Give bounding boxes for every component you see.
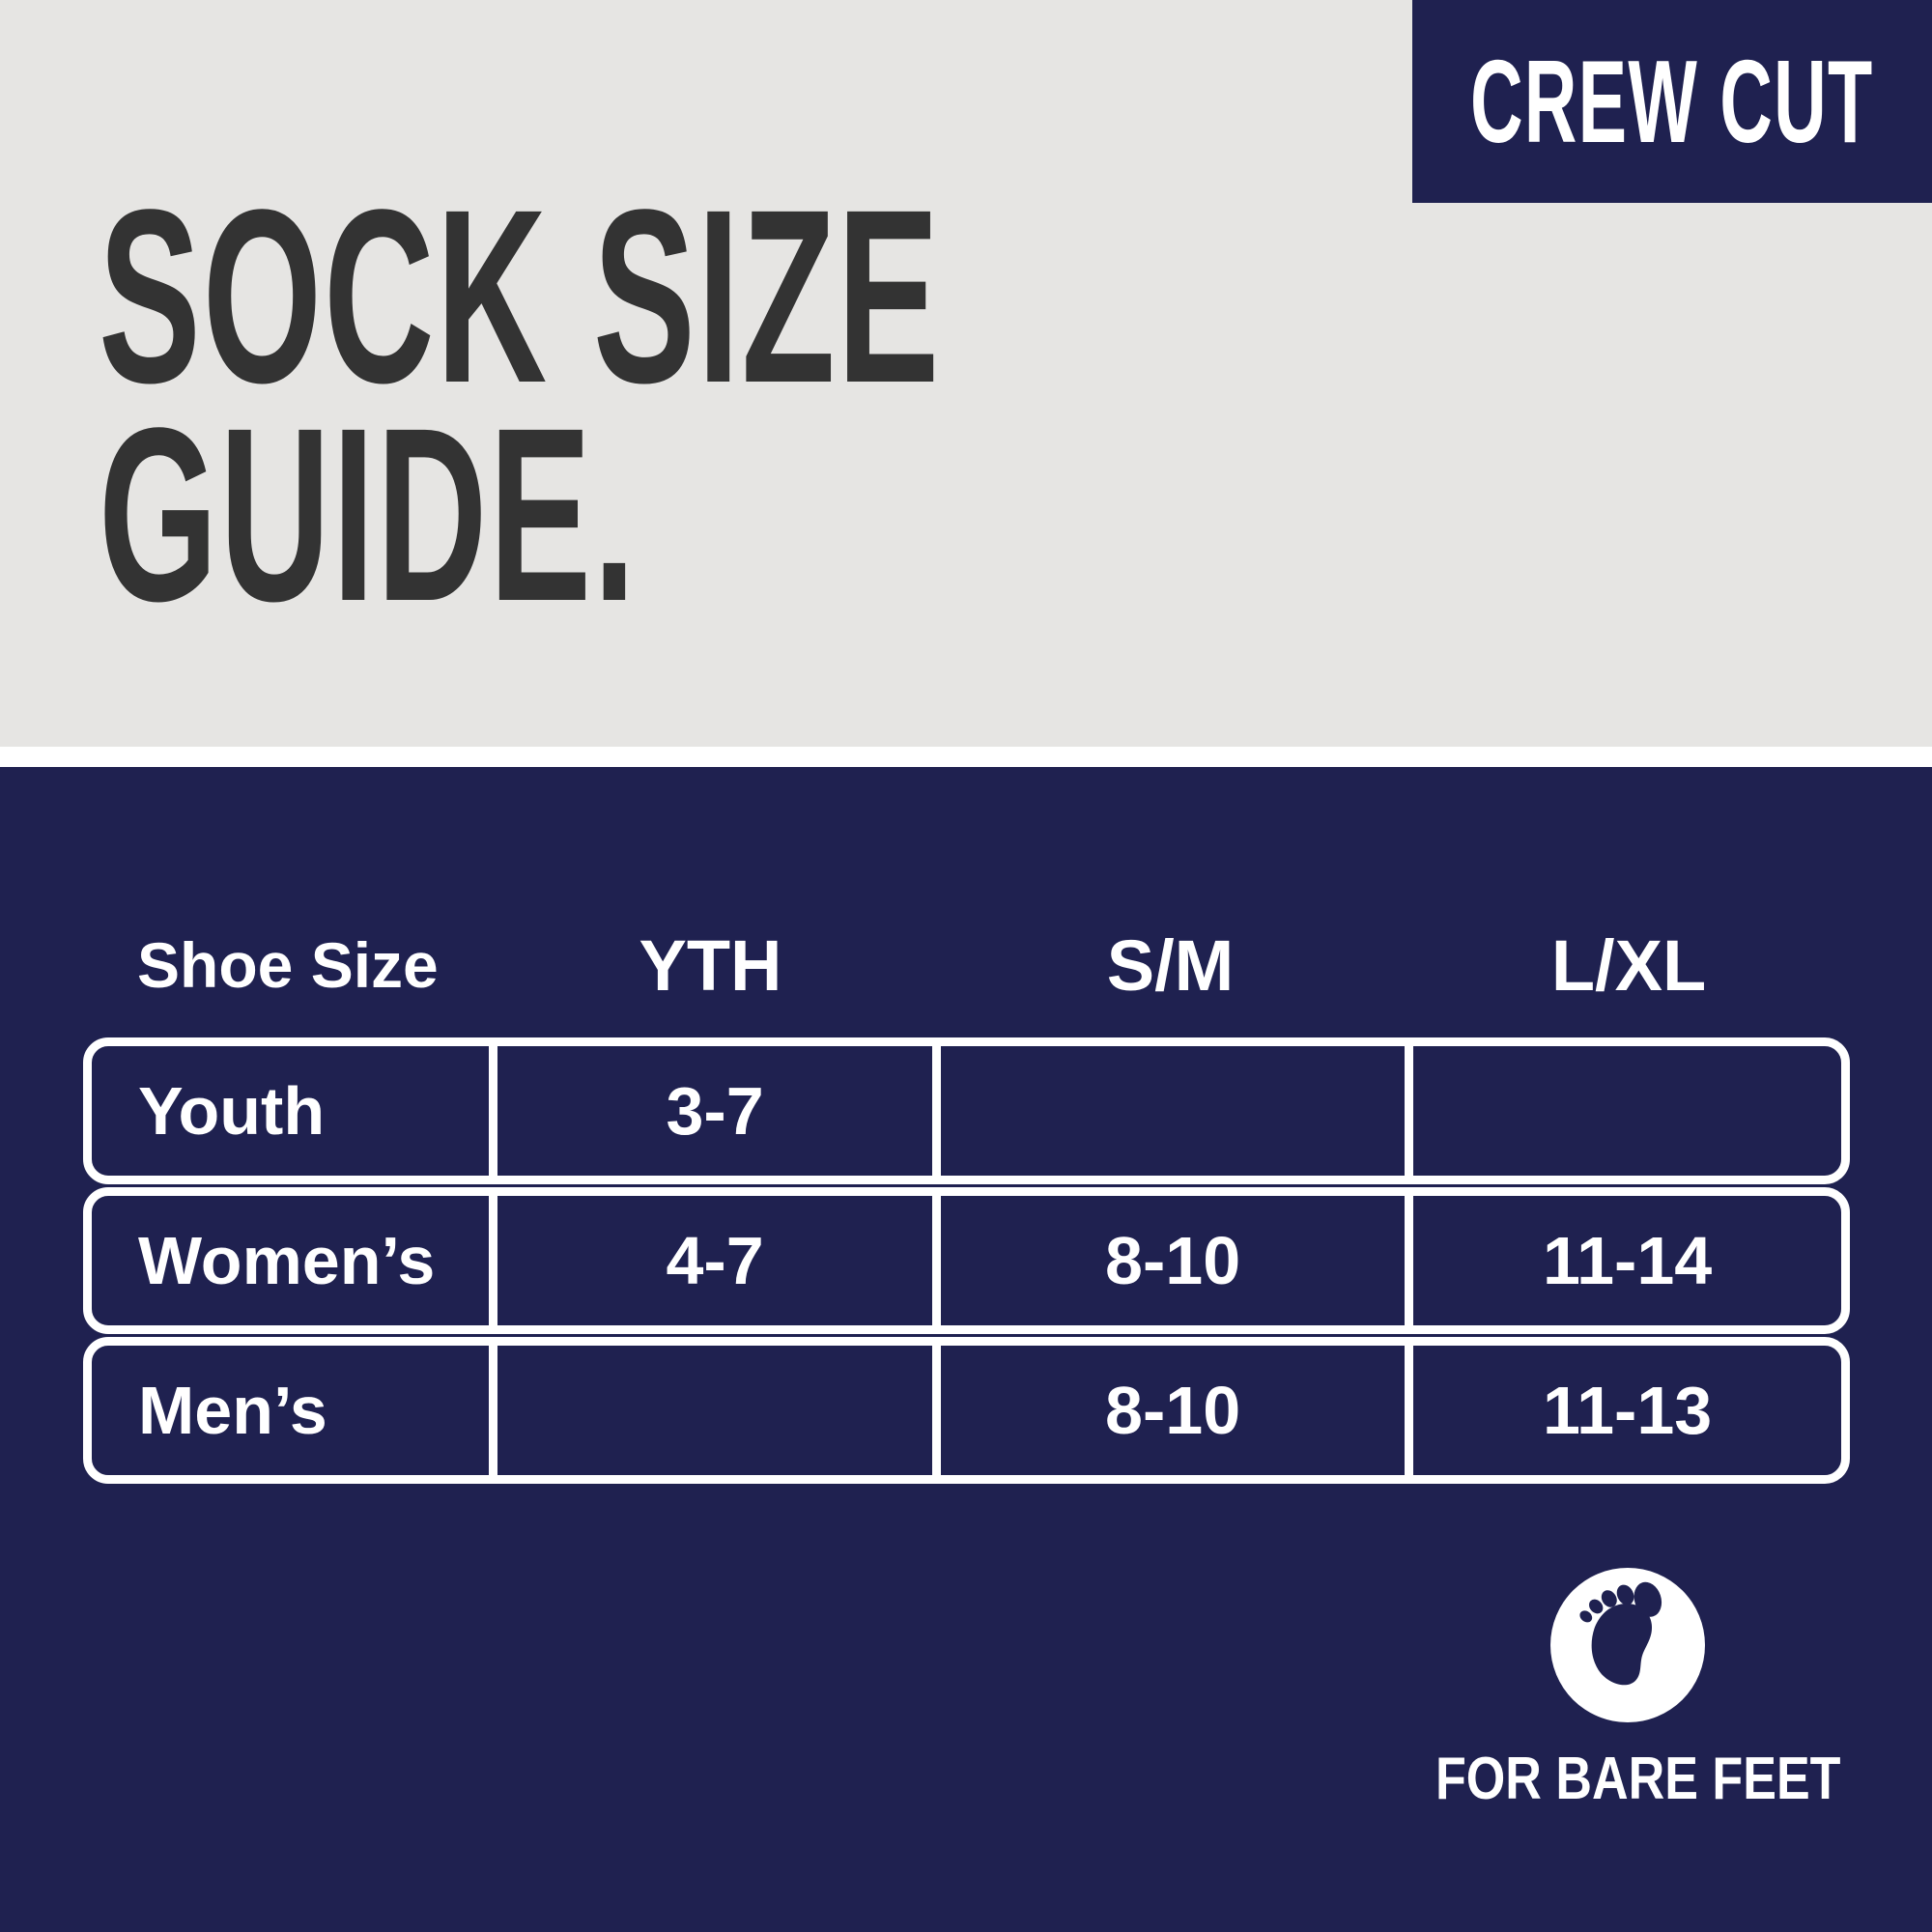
row-label: Youth — [138, 1073, 326, 1149]
size-table: Youth 3-7 Women’s 4-7 8-10 11-14 Men’s 8… — [83, 1037, 1850, 1484]
column-header-sm: S/M — [1106, 924, 1235, 1006]
column-header-yth: YTH — [639, 924, 782, 1006]
cell-youth-yth: 3-7 — [489, 1046, 932, 1176]
title-line-1: SOCK SIZE — [99, 158, 942, 435]
table-header-row: Shoe Size YTH S/M L/XL — [83, 922, 1850, 1009]
title-line-2: GUIDE. — [99, 377, 638, 653]
page-title: SOCK SIZE GUIDE. — [99, 158, 942, 653]
cell-womens-sm: 8-10 — [931, 1196, 1405, 1325]
cell-womens-lxl: 11-14 — [1405, 1196, 1841, 1325]
section-divider — [0, 747, 1932, 767]
footprint-icon — [1579, 1581, 1662, 1686]
size-chart-section: Shoe Size YTH S/M L/XL Youth 3-7 Women’s… — [0, 767, 1932, 1932]
column-header-lxl: L/XL — [1550, 924, 1707, 1006]
brand-name-text: FOR BARE FEET — [1435, 1746, 1841, 1812]
header-section: CREW CUT SOCK SIZE GUIDE. — [0, 0, 1932, 747]
for-bare-feet-logo — [1550, 1568, 1705, 1722]
crew-cut-badge: CREW CUT — [1412, 0, 1932, 203]
row-label: Women’s — [138, 1223, 436, 1298]
cell-womens-yth: 4-7 — [489, 1196, 932, 1325]
cell-youth-sm — [931, 1046, 1405, 1176]
cell-youth-lxl — [1405, 1046, 1841, 1176]
table-row-youth: Youth 3-7 — [83, 1037, 1850, 1184]
cell-mens-yth — [489, 1346, 932, 1475]
table-row-womens: Women’s 4-7 8-10 11-14 — [83, 1187, 1850, 1334]
column-header-shoe-size: Shoe Size — [137, 929, 439, 1001]
brand-name: FOR BARE FEET — [1397, 1745, 1841, 1813]
row-label: Men’s — [138, 1373, 327, 1448]
badge-label: CREW CUT — [1470, 36, 1874, 167]
cell-mens-sm: 8-10 — [931, 1346, 1405, 1475]
cell-mens-lxl: 11-13 — [1405, 1346, 1841, 1475]
table-row-mens: Men’s 8-10 11-13 — [83, 1337, 1850, 1484]
